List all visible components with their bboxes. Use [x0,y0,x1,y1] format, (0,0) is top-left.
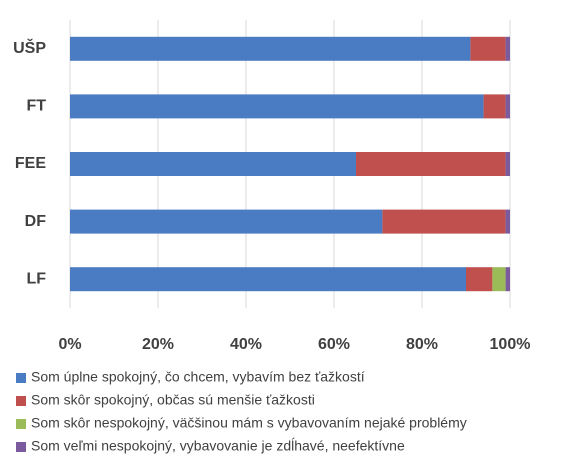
y-tick-label: LF [26,270,46,287]
bar-segment [505,36,510,61]
bar-segment [470,36,506,61]
x-tick-label: 80% [406,336,438,353]
x-tick-label: 40% [230,336,262,353]
legend-swatch [16,396,26,406]
y-tick-label: DF [25,213,47,230]
legend-swatch [16,419,26,429]
bar-segment [70,36,471,61]
y-tick-label: UŠP [13,38,46,57]
legend-swatch [16,442,26,452]
bar-segment [505,209,510,234]
bar-segment [492,267,506,292]
bar-segment [382,209,506,234]
x-tick-label: 20% [142,336,174,353]
legend-label: Som veľmi nespokojný, vybavovanie je zdĺ… [31,437,405,454]
x-tick-label: 60% [318,336,350,353]
x-tick-label: 100% [490,336,531,353]
bar-segment [505,267,510,292]
y-tick-label: FT [26,98,46,115]
legend-label: Som skôr nespokojný, väčšinou mám s vyba… [31,415,467,431]
legend-swatch [16,373,26,383]
bar-segment [483,94,506,119]
legend-label: Som skôr spokojný, občas sú menšie ťažko… [31,392,315,408]
bar-segment [70,209,383,234]
bar-segment [70,267,466,292]
bar-segment [70,152,356,176]
x-tick-label: 0% [58,336,81,353]
bar-segment [70,94,484,119]
bar-segment [505,152,510,176]
y-tick-label: FEE [15,155,46,172]
legend-label: Som úplne spokojný, čo chcem, vybavím be… [31,369,365,385]
bar-segment [356,152,506,176]
bar-segment [505,94,510,119]
bar-segment [466,267,493,292]
